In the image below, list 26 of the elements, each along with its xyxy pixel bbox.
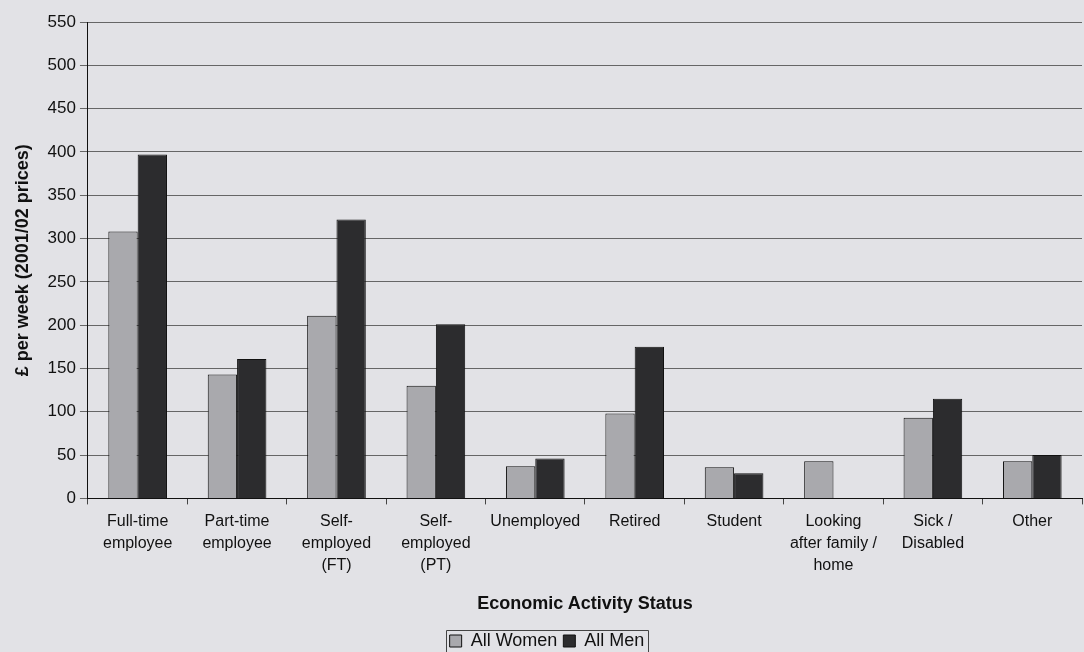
y-tick-label: 450 (47, 98, 76, 118)
x-tick-label: Student (706, 511, 763, 529)
x-tick-label: Part-time employee (202, 511, 272, 551)
x-tick-label: Other (1012, 511, 1053, 529)
y-tick-label: 250 (47, 271, 76, 291)
y-tick-label: 150 (47, 358, 76, 378)
y-tick-label: 500 (47, 55, 76, 74)
y-tick-label: 0 (66, 488, 76, 508)
x-tick-label: Retired (608, 511, 661, 529)
y-tick-label: 200 (47, 314, 76, 334)
y-tick-label: 550 (47, 11, 76, 31)
x-tick-label: Unemployed (490, 511, 581, 529)
legend-label: All Women (470, 629, 558, 650)
y-tick-label: 350 (47, 184, 76, 204)
legend-label: All Men (584, 629, 645, 650)
x-tick-label: Sick / Disabled (901, 511, 965, 551)
y-tick-label: 300 (47, 228, 76, 248)
x-tick-label: Self-employed (FT) (301, 511, 372, 573)
x-tick-label: Looking after family / home (789, 511, 878, 573)
x-tick-label: Full-time employee (102, 511, 173, 551)
y-tick-label: 50 (57, 444, 76, 464)
y-axis-title: £ per week (2001/02 prices) (11, 144, 32, 377)
x-axis-title: Economic Activity Status (477, 593, 693, 614)
x-tick-label: Self-employed (PT) (401, 511, 471, 573)
y-tick-label: 400 (47, 141, 76, 161)
y-tick-label: 100 (47, 401, 76, 421)
